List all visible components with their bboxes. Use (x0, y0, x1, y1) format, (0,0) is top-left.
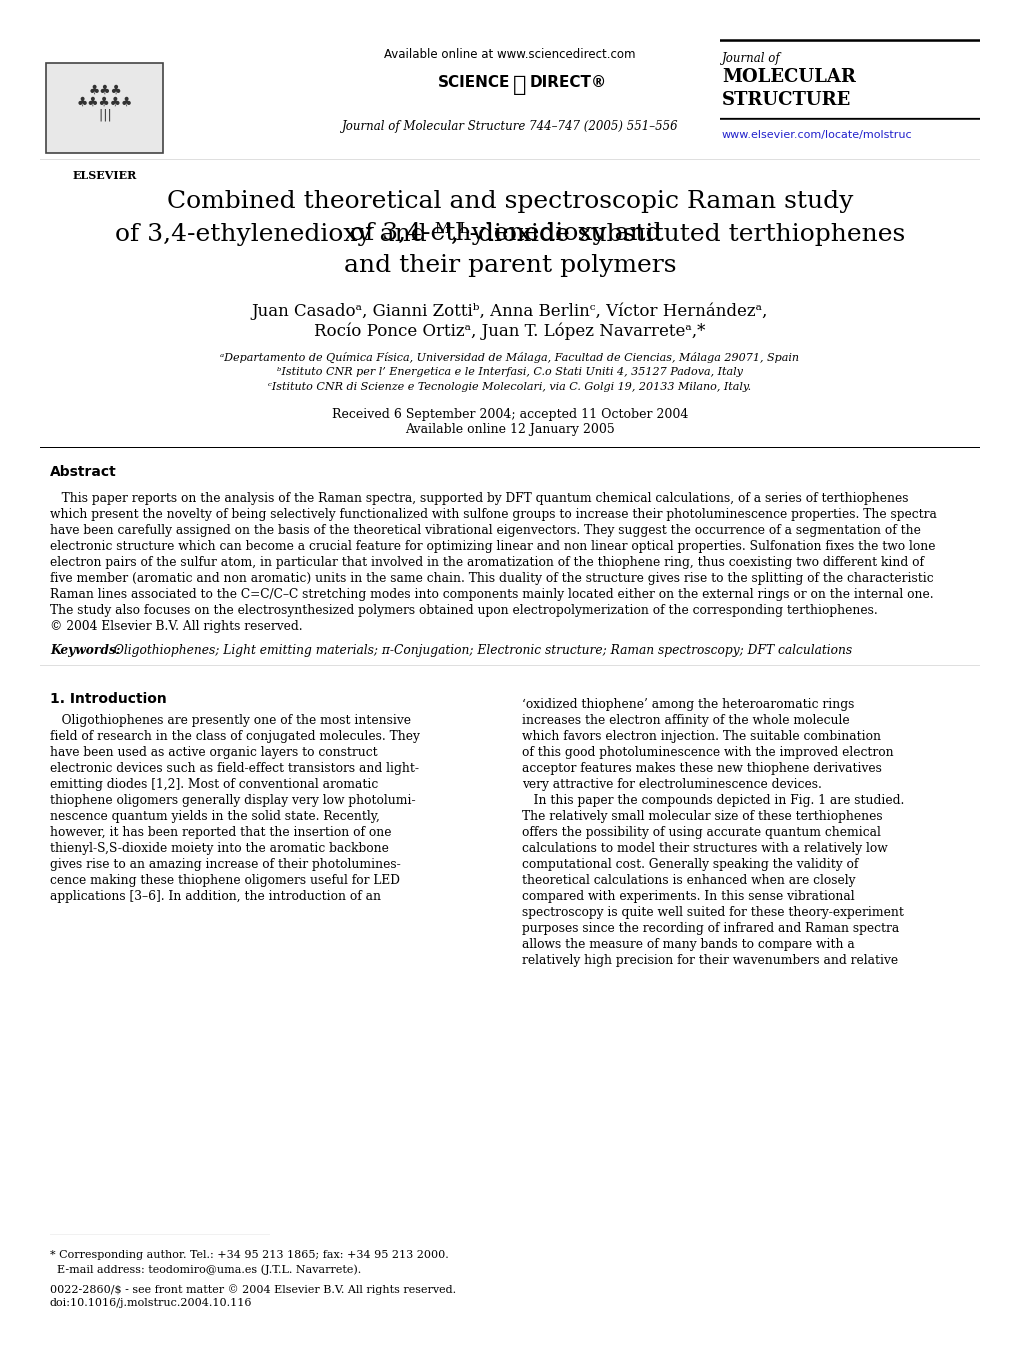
Text: © 2004 Elsevier B.V. All rights reserved.: © 2004 Elsevier B.V. All rights reserved… (50, 621, 303, 633)
Text: which favors electron injection. The suitable combination: which favors electron injection. The sui… (522, 729, 880, 743)
Text: 1. Introduction: 1. Introduction (50, 691, 166, 706)
Text: E-mail address: teodomiro@uma.es (J.T.L. Navarrete).: E-mail address: teodomiro@uma.es (J.T.L.… (50, 1264, 361, 1274)
Text: Available online 12 January 2005: Available online 12 January 2005 (405, 423, 614, 436)
Text: Rocío Ponce Ortizᵃ, Juan T. López Navarreteᵃ,*: Rocío Ponce Ortizᵃ, Juan T. López Navarr… (314, 323, 705, 339)
Text: calculations to model their structures with a relatively low: calculations to model their structures w… (522, 842, 887, 855)
Text: ♣♣♣
♣♣♣♣♣
  |||: ♣♣♣ ♣♣♣♣♣ ||| (76, 84, 133, 121)
Text: which present the novelty of being selectively functionalized with sulfone group: which present the novelty of being selec… (50, 508, 936, 521)
Text: acceptor features makes these new thiophene derivatives: acceptor features makes these new thioph… (522, 762, 881, 774)
Text: of this good photoluminescence with the improved electron: of this good photoluminescence with the … (522, 746, 893, 759)
Text: cence making these thiophene oligomers useful for LED: cence making these thiophene oligomers u… (50, 874, 399, 887)
Text: thienyl-S,S-dioxide moiety into the aromatic backbone: thienyl-S,S-dioxide moiety into the arom… (50, 842, 388, 855)
Text: Journal of Molecular Structure 744–747 (2005) 551–556: Journal of Molecular Structure 744–747 (… (341, 120, 678, 133)
Text: 0022-2860/$ - see front matter © 2004 Elsevier B.V. All rights reserved.: 0022-2860/$ - see front matter © 2004 El… (50, 1283, 455, 1294)
Text: doi:10.1016/j.molstruc.2004.10.116: doi:10.1016/j.molstruc.2004.10.116 (50, 1298, 253, 1308)
Text: computational cost. Generally speaking the validity of: computational cost. Generally speaking t… (522, 857, 858, 871)
Text: offers the possibility of using accurate quantum chemical: offers the possibility of using accurate… (522, 826, 880, 838)
Text: compared with experiments. In this sense vibrational: compared with experiments. In this sense… (522, 890, 854, 902)
Text: increases the electron affinity of the whole molecule: increases the electron affinity of the w… (522, 715, 849, 727)
Text: purposes since the recording of infrared and Raman spectra: purposes since the recording of infrared… (522, 921, 899, 935)
Text: ELSEVIER: ELSEVIER (72, 170, 137, 181)
Text: MOLECULAR: MOLECULAR (721, 68, 855, 86)
Text: spectroscopy is quite well suited for these theory-experiment: spectroscopy is quite well suited for th… (522, 906, 903, 919)
Text: Oligothiophenes; Light emitting materials; π-Conjugation; Electronic structure; : Oligothiophenes; Light emitting material… (110, 644, 851, 657)
Text: * Corresponding author. Tel.: +34 95 213 1865; fax: +34 95 213 2000.: * Corresponding author. Tel.: +34 95 213… (50, 1249, 448, 1260)
Text: Abstract: Abstract (50, 465, 116, 479)
Text: www.elsevier.com/locate/molstruc: www.elsevier.com/locate/molstruc (721, 131, 912, 140)
Text: electron pairs of the sulfur atom, in particular that involved in the aromatizat: electron pairs of the sulfur atom, in pa… (50, 557, 923, 569)
Text: electronic devices such as field-effect transistors and light-: electronic devices such as field-effect … (50, 762, 419, 774)
Text: have been carefully assigned on the basis of the theoretical vibrational eigenve: have been carefully assigned on the basi… (50, 524, 920, 538)
Text: nescence quantum yields in the solid state. Recently,: nescence quantum yields in the solid sta… (50, 810, 379, 823)
Text: of 3,4-ethylenedioxy and ᴹ,ᴸ-dioxide substituted terthiophenes: of 3,4-ethylenedioxy and ᴹ,ᴸ-dioxide sub… (115, 222, 904, 246)
Text: Keywords:: Keywords: (50, 644, 120, 657)
Text: allows the measure of many bands to compare with a: allows the measure of many bands to comp… (522, 938, 854, 951)
Text: field of research in the class of conjugated molecules. They: field of research in the class of conjug… (50, 729, 420, 743)
Text: however, it has been reported that the insertion of one: however, it has been reported that the i… (50, 826, 391, 838)
Text: relatively high precision for their wavenumbers and relative: relatively high precision for their wave… (522, 954, 898, 968)
Text: very attractive for electroluminescence devices.: very attractive for electroluminescence … (522, 778, 821, 791)
Text: theoretical calculations is enhanced when are closely: theoretical calculations is enhanced whe… (522, 874, 855, 887)
Text: of 3,4-ethylenedioxy and: of 3,4-ethylenedioxy and (350, 222, 669, 245)
Text: Combined theoretical and spectroscopic Raman study: Combined theoretical and spectroscopic R… (167, 191, 852, 214)
Text: Juan Casadoᵃ, Gianni Zottiᵇ, Anna Berlinᶜ, Víctor Hernándezᵃ,: Juan Casadoᵃ, Gianni Zottiᵇ, Anna Berlin… (252, 302, 767, 320)
Text: Journal of: Journal of (721, 52, 780, 65)
Text: thiophene oligomers generally display very low photolumi-: thiophene oligomers generally display ve… (50, 793, 415, 807)
Text: emitting diodes [1,2]. Most of conventional aromatic: emitting diodes [1,2]. Most of conventio… (50, 778, 378, 791)
Text: STRUCTURE: STRUCTURE (721, 91, 851, 109)
Text: applications [3–6]. In addition, the introduction of an: applications [3–6]. In addition, the int… (50, 890, 381, 902)
Text: Raman lines associated to the C=C/C–C stretching modes into components mainly lo: Raman lines associated to the C=C/C–C st… (50, 588, 932, 602)
FancyBboxPatch shape (47, 63, 163, 152)
Text: have been used as active organic layers to construct: have been used as active organic layers … (50, 746, 377, 759)
Text: In this paper the compounds depicted in Fig. 1 are studied.: In this paper the compounds depicted in … (522, 793, 904, 807)
Text: ‘oxidized thiophene’ among the heteroaromatic rings: ‘oxidized thiophene’ among the heteroaro… (522, 698, 854, 710)
Text: ᵃDepartamento de Química Física, Universidad de Málaga, Facultad de Ciencias, Má: ᵃDepartamento de Química Física, Univers… (220, 352, 799, 363)
Text: Received 6 September 2004; accepted 11 October 2004: Received 6 September 2004; accepted 11 O… (331, 408, 688, 421)
Text: DIRECT®: DIRECT® (530, 75, 606, 90)
Text: SCIENCE: SCIENCE (437, 75, 510, 90)
Text: five member (aromatic and non aromatic) units in the same chain. This duality of: five member (aromatic and non aromatic) … (50, 572, 932, 585)
Text: gives rise to an amazing increase of their photolumines-: gives rise to an amazing increase of the… (50, 857, 400, 871)
Text: ⓐ: ⓐ (513, 75, 526, 95)
Text: electronic structure which can become a crucial feature for optimizing linear an: electronic structure which can become a … (50, 540, 934, 553)
Text: The relatively small molecular size of these terthiophenes: The relatively small molecular size of t… (522, 810, 881, 823)
Text: ᶜIstituto CNR di Scienze e Tecnologie Molecolari, via C. Golgi 19, 20133 Milano,: ᶜIstituto CNR di Scienze e Tecnologie Mo… (268, 382, 751, 392)
Text: ᵇIstituto CNR per l’ Energetica e le Interfasi, C.o Stati Uniti 4, 35127 Padova,: ᵇIstituto CNR per l’ Energetica e le Int… (277, 367, 742, 377)
Text: The study also focuses on the electrosynthesized polymers obtained upon electrop: The study also focuses on the electrosyn… (50, 604, 877, 617)
Text: Available online at www.sciencedirect.com: Available online at www.sciencedirect.co… (384, 48, 635, 61)
Text: and their parent polymers: and their parent polymers (343, 255, 676, 278)
Text: Oligothiophenes are presently one of the most intensive: Oligothiophenes are presently one of the… (50, 715, 411, 727)
Text: This paper reports on the analysis of the Raman spectra, supported by DFT quantu: This paper reports on the analysis of th… (50, 491, 908, 505)
